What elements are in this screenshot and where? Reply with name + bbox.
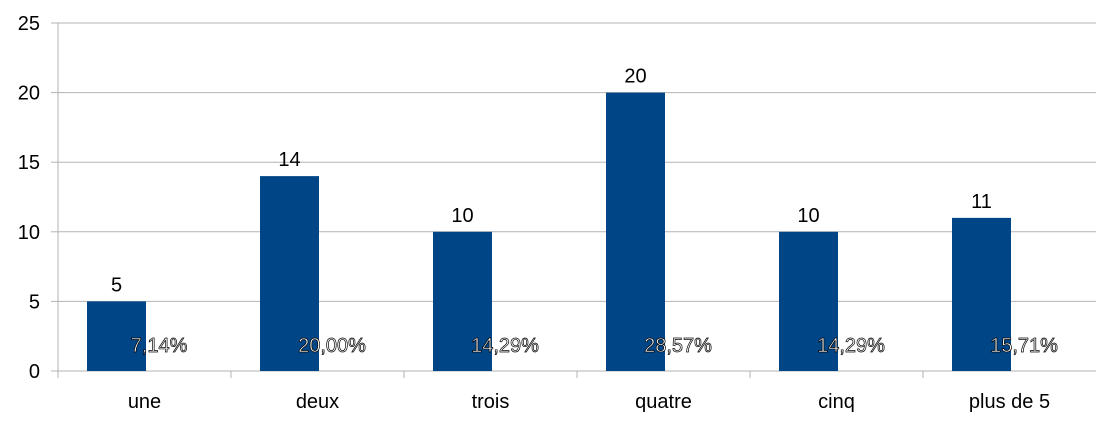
- x-tick-label: plus de 5: [969, 391, 1050, 413]
- axes: 0 5 10 15 20 25 une deux trois quatre cinq plus de …: [18, 13, 1096, 413]
- bar-4: [606, 92, 665, 371]
- percent-label: 7,14%: [131, 335, 188, 357]
- bars: [87, 92, 1011, 371]
- gridlines: [58, 22, 1096, 302]
- bar-6: [952, 217, 1011, 371]
- x-tick-label: trois: [472, 391, 510, 413]
- y-tick-label: 25: [18, 13, 40, 35]
- bar-3: [433, 231, 492, 371]
- y-tick-label: 0: [29, 361, 40, 383]
- bar-2: [260, 176, 319, 371]
- x-tick-label: quatre: [635, 391, 692, 413]
- y-tick-label: 10: [18, 222, 40, 244]
- x-tick-label: une: [128, 391, 161, 413]
- value-label: 14: [278, 149, 300, 171]
- y-tick-label: 5: [29, 291, 40, 313]
- value-label: 10: [451, 205, 473, 227]
- value-label: 20: [624, 66, 646, 88]
- bar-5: [779, 231, 838, 371]
- percent-label: 15,71%: [990, 335, 1058, 357]
- percent-label: 20,00%: [298, 335, 366, 357]
- bar-1: [87, 301, 146, 371]
- percent-label: 28,57%: [644, 335, 712, 357]
- y-tick-label: 15: [18, 152, 40, 174]
- value-label: 11: [971, 191, 992, 213]
- percent-label: 14,29%: [817, 335, 885, 357]
- value-label: 10: [797, 205, 819, 227]
- data-labels: 5 7,14% 14 20,00% 10 14,29% 20 28,57% 10 14,29% 11…: [111, 66, 1059, 358]
- value-label: 5: [111, 274, 122, 296]
- x-tick-label: deux: [296, 391, 339, 413]
- y-tick-label: 20: [18, 83, 40, 105]
- percent-label: 14,29%: [471, 335, 539, 357]
- x-tick-label: cinq: [818, 391, 855, 413]
